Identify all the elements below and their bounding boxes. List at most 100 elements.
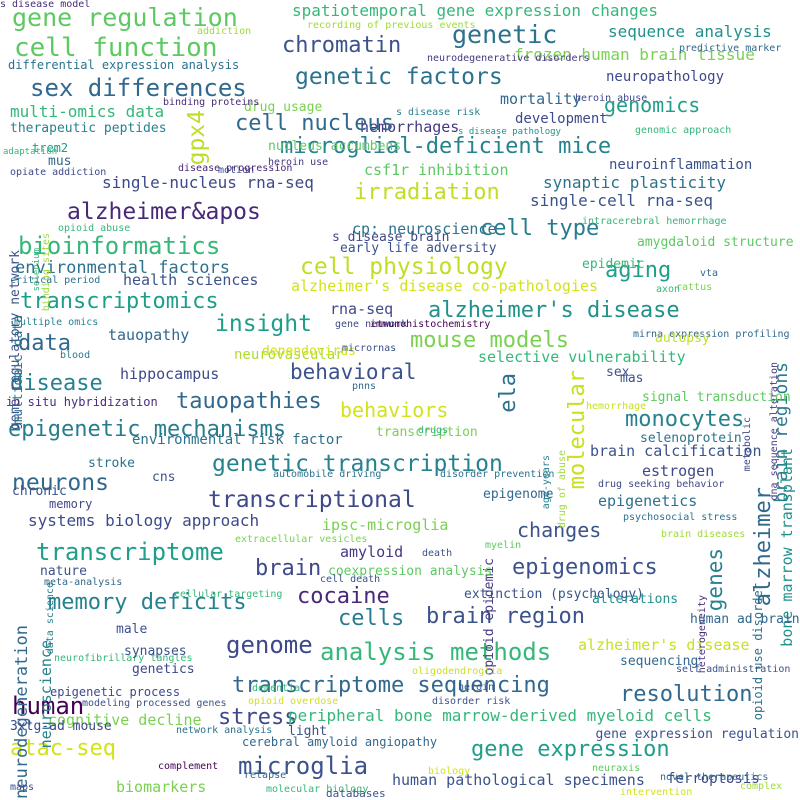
cloud-word: transcriptome sequencing: [232, 673, 550, 698]
cloud-word: multi-omics data: [10, 102, 165, 121]
cloud-word: cell function: [14, 33, 218, 63]
cloud-word: heroin use: [268, 157, 329, 168]
cloud-word: systems biology approach: [28, 511, 260, 530]
cloud-word: alterations: [592, 592, 679, 607]
cloud-word: network analysis: [176, 725, 273, 736]
cloud-word: synapses: [124, 644, 187, 659]
cloud-word: binding proteins: [163, 97, 260, 108]
cloud-word: extinction (psychology): [464, 587, 645, 602]
cloud-word: epigenetic process: [50, 685, 181, 699]
cloud-word: atac-seq: [10, 736, 116, 761]
cloud-word: cells: [338, 606, 405, 631]
cloud-word: epigenetics: [598, 492, 698, 510]
cloud-word: therapeutic peptides: [10, 121, 167, 136]
cloud-word: opiate addiction: [10, 167, 107, 178]
cloud-word: stroke: [88, 456, 135, 471]
cloud-word: dementia: [252, 683, 301, 694]
cloud-word: neuraxis: [592, 763, 641, 774]
cloud-word: selective vulnerability: [478, 348, 686, 366]
cloud-word: tauopathies: [176, 389, 322, 414]
cloud-word: genes: [703, 548, 727, 612]
cloud-word: blood: [60, 350, 91, 361]
cloud-word: mortality: [500, 90, 582, 108]
cloud-word: differential expression analysis: [8, 58, 240, 72]
cloud-word: alzheimer's disease: [428, 298, 680, 323]
cloud-word: cognitive decline: [48, 711, 202, 729]
cloud-word: bioinformatics: [18, 232, 221, 260]
cloud-word: environmental risk factor: [132, 432, 343, 448]
cloud-word: male: [116, 622, 148, 637]
cloud-word: cellular targeting: [174, 589, 283, 600]
cloud-word: dna sequence alteration: [769, 362, 780, 501]
cloud-word: irradiation: [354, 180, 500, 205]
cloud-word: spatiotemporal gene expression changes: [292, 1, 659, 20]
cloud-word: heterogeneity: [697, 595, 708, 674]
cloud-word: transcription: [376, 425, 478, 440]
cloud-word: psychosocial stress: [623, 512, 738, 523]
cloud-word: ipsc-microglia: [322, 516, 449, 534]
cloud-word: hemorrhages: [360, 118, 460, 136]
cloud-word: molecular biology: [266, 784, 369, 795]
cloud-word: alzheimer's disease: [578, 636, 750, 654]
cloud-word: s disease pathology: [458, 127, 561, 137]
cloud-word: vta: [700, 268, 719, 279]
cloud-word: mus: [48, 154, 72, 169]
cloud-word: s disease brain: [332, 230, 450, 245]
cloud-word: genetic transcription: [212, 451, 503, 477]
cloud-word: signal transduction: [642, 390, 791, 405]
cloud-word: genomic approach: [635, 125, 732, 136]
cloud-word: epigenome: [483, 487, 554, 502]
cloud-word: behaviors: [340, 398, 449, 422]
cloud-word: csf1r inhibition: [364, 161, 509, 179]
cloud-word: autopsy: [655, 331, 710, 346]
cloud-word: environmental factors: [15, 258, 230, 278]
cloud-word: data: [18, 331, 71, 356]
cloud-word: light: [288, 724, 328, 739]
cloud-word: data science: [45, 582, 56, 655]
cloud-word: microglial-deficient mice: [280, 134, 612, 159]
cloud-word: dependovirus: [262, 344, 356, 359]
cloud-word: motion: [218, 165, 255, 176]
cloud-word: brain diseases: [661, 529, 746, 540]
cloud-word: changes: [517, 518, 602, 542]
cloud-word: memory deficits: [48, 590, 247, 615]
cloud-word: drug seeking behavior: [598, 479, 725, 490]
cloud-word: gpx4: [184, 110, 210, 166]
cloud-word: 3xtg-ad mouse: [10, 719, 112, 734]
cloud-word: selenoprotein: [640, 431, 742, 446]
cloud-word: cell death: [320, 574, 381, 585]
cloud-word: gene expression regulation: [595, 727, 800, 742]
cloud-word: genetics: [132, 662, 195, 677]
cloud-word: insight: [215, 311, 312, 337]
cloud-word: opioid use disorder: [751, 583, 765, 721]
cloud-word: ferroptosis: [667, 771, 760, 787]
cloud-word: automobile driving: [273, 469, 382, 480]
cloud-word: in situ hybridization: [6, 395, 158, 409]
cloud-word: cns: [152, 470, 176, 485]
cloud-word: ela: [496, 373, 521, 413]
cloud-word: sequence analysis: [608, 22, 772, 41]
cloud-word: s disease risk: [396, 107, 481, 118]
cloud-word: genetic factors: [295, 64, 503, 90]
cloud-word: mouse models: [410, 328, 569, 353]
cloud-word: neurofibrillary tangles: [54, 653, 193, 664]
cloud-word: novel therapeutics: [660, 772, 769, 783]
cloud-word: transcriptomics: [20, 289, 219, 314]
cloud-word: gene network: [335, 319, 408, 330]
cloud-word: amyloid: [340, 543, 404, 561]
cloud-word: heroin: [458, 682, 495, 693]
cloud-word: transcriptional: [208, 487, 416, 513]
cloud-word: coexpression analysis: [328, 564, 493, 579]
cloud-word: epigenomics: [512, 555, 658, 580]
cloud-word: epidemic: [582, 257, 645, 272]
cloud-word: cell physiology: [300, 254, 508, 280]
cloud-word: meta-analysis: [44, 577, 123, 588]
cloud-word: biology: [428, 766, 471, 777]
cloud-word: hippocampus: [120, 365, 220, 383]
cloud-word: health sciences: [123, 271, 259, 289]
cloud-word: relapse: [244, 770, 287, 781]
cloud-word: intracerebral hemorrhage: [582, 216, 727, 227]
cloud-word: neurons: [12, 470, 109, 496]
cloud-word: peripheral bone marrow-derived myeloid c…: [288, 706, 712, 725]
